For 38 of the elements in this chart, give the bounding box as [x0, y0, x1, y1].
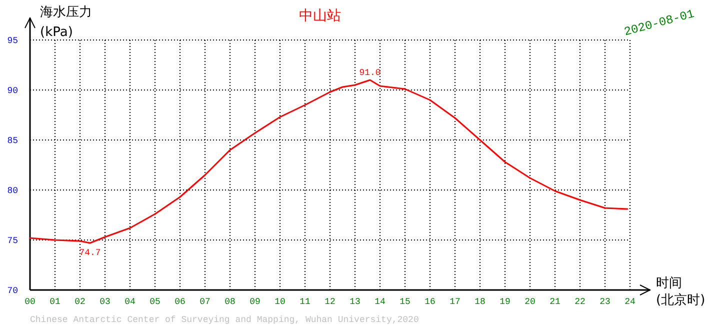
x-tick-label: 09: [250, 297, 260, 307]
x-tick-label: 00: [24, 297, 36, 307]
x-tick-label: 06: [174, 297, 186, 307]
x-tick-label: 10: [274, 297, 286, 307]
x-tick-label: 05: [150, 297, 160, 307]
y-tick-label: 90: [7, 86, 18, 96]
x-tick-label: 22: [574, 297, 586, 307]
y-axis-title: 海水压力 (kPa): [40, 5, 92, 40]
x-axis-title: 时间 (北京时): [656, 276, 706, 308]
x-tick-label: 23: [600, 297, 610, 307]
x-tick-label: 13: [350, 297, 360, 307]
x-tick-label: 18: [474, 297, 486, 307]
x-tick-label: 03: [100, 297, 110, 307]
annotation: 91.0: [359, 68, 381, 78]
line-series: [29, 79, 628, 244]
x-tick-label: 16: [424, 297, 436, 307]
x-tick-label: 08: [224, 297, 236, 307]
x-tick-label: 14: [374, 297, 386, 307]
y-tick-label: 75: [7, 236, 18, 246]
text: Chinese Antarctic Center of Surveying and Mapping, Wuhan University,2020: [30, 315, 419, 325]
x-tick-label: 24: [624, 297, 636, 307]
annotation: 74.7: [79, 248, 101, 258]
x-tick-label: 11: [300, 297, 310, 307]
x-tick-label: 12: [324, 297, 336, 307]
x-tick-label: 04: [124, 297, 136, 307]
x-tick-label: 15: [400, 297, 410, 307]
x-tick-label: 07: [200, 297, 210, 307]
x-tick-label: 01: [50, 297, 60, 307]
y-tick-label: 70: [7, 286, 18, 296]
x-tick-label: 21: [550, 297, 560, 307]
y-tick-label: 80: [7, 186, 18, 196]
chart-title: 中山站: [299, 8, 341, 24]
y-tick-label: 85: [7, 136, 18, 146]
x-tick-label: 19: [500, 297, 510, 307]
x-tick-label: 17: [450, 297, 460, 307]
x-tick-label: 20: [524, 297, 536, 307]
x-tick-label: 02: [74, 297, 86, 307]
y-tick-label: 95: [7, 36, 18, 46]
